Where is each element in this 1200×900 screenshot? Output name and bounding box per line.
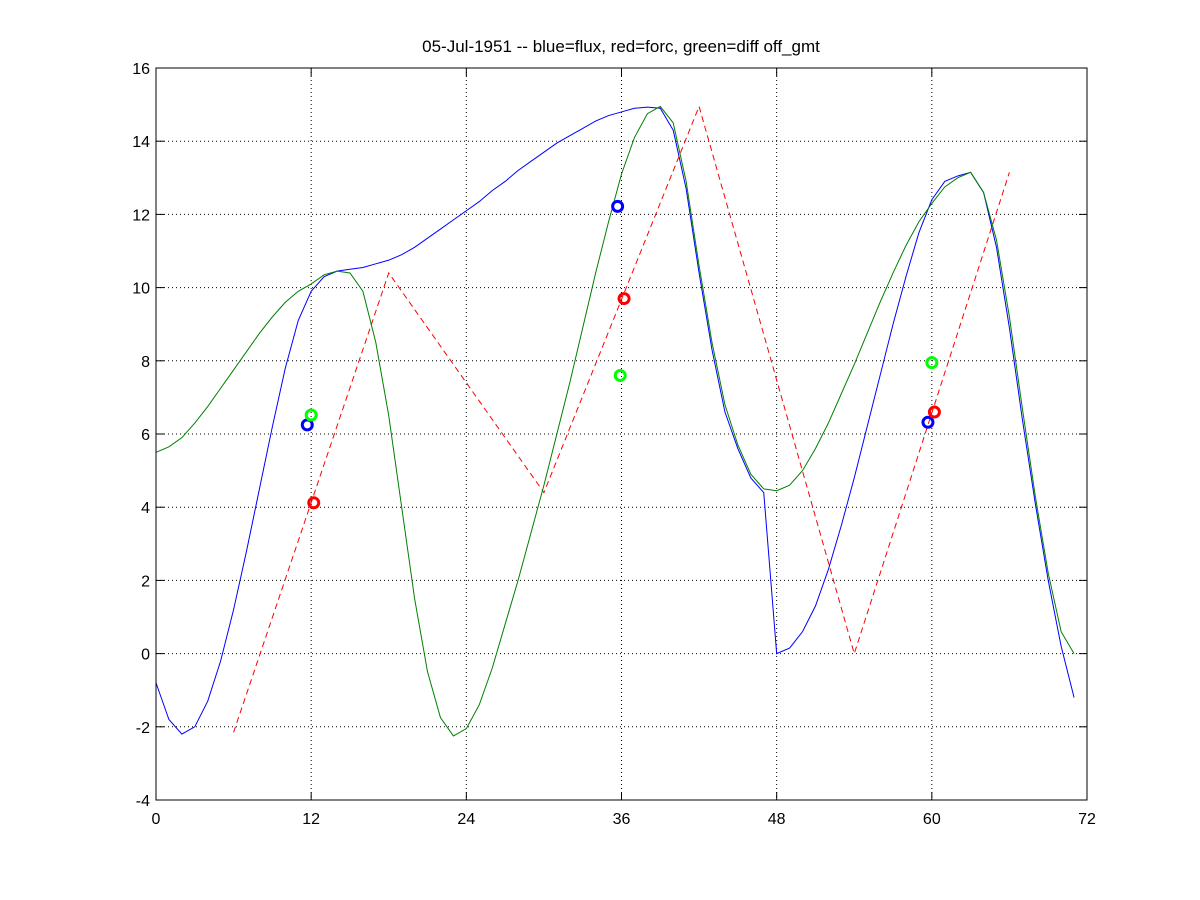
data-point-marker [925, 356, 939, 370]
data-point-marker [617, 292, 631, 306]
y-tick-label: 6 [141, 427, 150, 444]
data-point-marker [921, 415, 935, 429]
x-tick-label: 12 [302, 811, 320, 828]
series-layer [155, 104, 1075, 737]
y-tick-label: 10 [132, 281, 150, 298]
data-point-marker [304, 408, 318, 422]
x-tick-label: 36 [613, 811, 631, 828]
y-tick-label: 14 [132, 134, 150, 151]
series-line [155, 106, 1075, 735]
y-tick-label: -2 [136, 720, 150, 737]
marker-layer [300, 199, 941, 510]
series-line [155, 105, 1075, 737]
x-tick-label: 48 [768, 811, 786, 828]
y-tick-label: 16 [132, 61, 150, 78]
x-tick-label: 0 [152, 811, 161, 828]
data-point-marker [307, 496, 321, 510]
y-tick-label: 2 [141, 573, 150, 590]
y-tick-label: 4 [141, 500, 150, 517]
x-tick-label: 24 [457, 811, 475, 828]
data-point-marker [613, 368, 627, 382]
data-point-marker [611, 199, 625, 213]
y-tick-label: 8 [141, 354, 150, 371]
y-tick-label: 12 [132, 207, 150, 224]
x-tick-label: 60 [923, 811, 941, 828]
data-point-marker [927, 405, 941, 419]
y-tick-label: -4 [136, 793, 150, 810]
series-line [233, 104, 1010, 733]
x-tick-label: 72 [1078, 811, 1096, 828]
chart-title: 05-Jul-1951 -- blue=flux, red=forc, gree… [422, 37, 820, 56]
y-tick-label: 0 [141, 647, 150, 664]
